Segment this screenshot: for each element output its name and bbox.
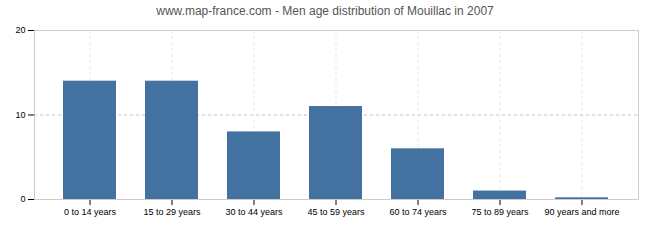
svg-text:0 to 14 years: 0 to 14 years — [64, 207, 117, 217]
svg-text:10: 10 — [15, 110, 25, 120]
svg-text:75 to 89 years: 75 to 89 years — [471, 207, 529, 217]
svg-text:90 years and more: 90 years and more — [544, 207, 619, 217]
svg-text:45 to 59 years: 45 to 59 years — [307, 207, 365, 217]
html-text:www.map-france.com - Men age d: www.map-france.com - Men age distributio… — [156, 4, 494, 18]
svg-text:15 to 29 years: 15 to 29 years — [143, 207, 201, 217]
svg-text:0: 0 — [20, 194, 25, 204]
svg-text:30 to 44 years: 30 to 44 years — [225, 207, 283, 217]
svg-text:60 to 74 years: 60 to 74 years — [389, 207, 447, 217]
svg-text:20: 20 — [15, 25, 25, 35]
